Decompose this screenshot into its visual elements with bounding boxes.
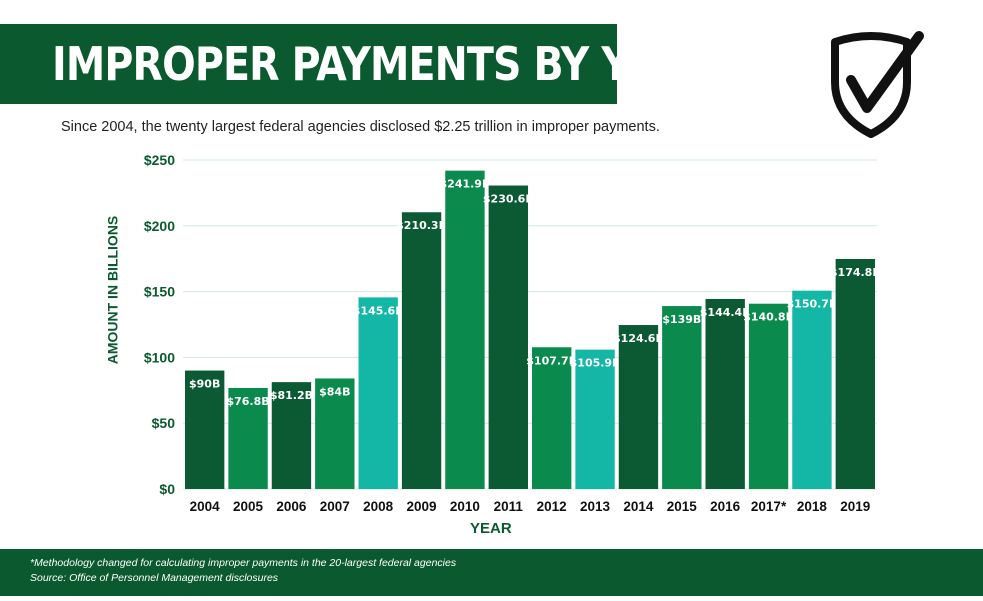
x-tick-label: 2006 bbox=[276, 499, 307, 514]
x-tick-label: 2004 bbox=[190, 499, 221, 514]
footer-note: *Methodology changed for calculating imp… bbox=[30, 557, 457, 569]
x-tick-label: 2014 bbox=[623, 499, 654, 514]
data-label: $84B bbox=[319, 385, 350, 398]
data-label: $90B bbox=[189, 378, 220, 391]
x-tick-label: 2015 bbox=[667, 499, 698, 514]
y-tick-label: $250 bbox=[144, 152, 175, 168]
x-tick-label: 2017* bbox=[751, 499, 787, 514]
footer-source: Source: Office of Personnel Management d… bbox=[30, 572, 279, 584]
x-tick-label: 2010 bbox=[450, 499, 480, 514]
data-label: $241.9B bbox=[440, 178, 491, 191]
bar bbox=[228, 387, 268, 489]
bar bbox=[705, 298, 745, 489]
title-banner: IMPROPER PAYMENTS BY YEAR bbox=[0, 24, 716, 104]
bar bbox=[662, 306, 702, 489]
data-label: $140.8B bbox=[743, 311, 794, 324]
bar bbox=[445, 170, 485, 489]
shield-checkmark-icon bbox=[831, 31, 924, 138]
page-title: IMPROPER PAYMENTS BY YEAR bbox=[52, 37, 716, 91]
data-label: $76.8B bbox=[226, 395, 269, 408]
data-label: $174.8B bbox=[830, 266, 881, 279]
data-label: $107.7B bbox=[526, 354, 577, 367]
data-label: $150.7B bbox=[787, 298, 838, 311]
bar bbox=[835, 258, 875, 489]
data-label: $144.4B bbox=[700, 306, 751, 319]
x-tick-label: 2005 bbox=[233, 499, 264, 514]
bar bbox=[358, 297, 398, 489]
bar bbox=[488, 185, 528, 489]
chart-subtitle: Since 2004, the twenty largest federal a… bbox=[61, 119, 660, 135]
data-label: $124.6B bbox=[613, 332, 664, 345]
x-tick-label: 2018 bbox=[797, 499, 828, 514]
x-axis-label: YEAR bbox=[470, 520, 512, 537]
y-axis-label: AMOUNT IN BILLIONS bbox=[104, 215, 121, 365]
x-tick-label: 2011 bbox=[494, 499, 524, 514]
x-tick-label: 2007 bbox=[320, 499, 350, 514]
x-tick-label: 2019 bbox=[840, 499, 870, 514]
bar bbox=[532, 347, 572, 489]
bar bbox=[185, 370, 225, 489]
bar bbox=[315, 378, 355, 489]
x-tick-label: 2016 bbox=[710, 499, 741, 514]
bar bbox=[271, 382, 312, 489]
data-label: $81.2B bbox=[270, 389, 313, 402]
data-label: $139B bbox=[662, 313, 701, 326]
bar bbox=[401, 212, 442, 490]
x-tick-label: 2008 bbox=[363, 499, 394, 514]
y-tick-label: $50 bbox=[152, 415, 176, 431]
bar bbox=[792, 290, 832, 489]
x-tick-label: 2012 bbox=[537, 499, 567, 514]
footer: *Methodology changed for calculating imp… bbox=[0, 549, 983, 596]
data-label: $145.6B bbox=[353, 304, 404, 317]
y-tick-label: $200 bbox=[144, 218, 175, 234]
bar bbox=[618, 325, 659, 489]
x-tick-label: 2013 bbox=[580, 499, 611, 514]
y-tick-label: $0 bbox=[159, 481, 175, 497]
data-label: $105.9B bbox=[570, 357, 621, 370]
y-axis-label-box: AMOUNT IN BILLIONS bbox=[100, 200, 124, 380]
data-label: $230.6B bbox=[483, 193, 534, 206]
bar bbox=[575, 349, 615, 489]
y-tick-label: $150 bbox=[144, 284, 175, 300]
x-tick-label: 2009 bbox=[407, 499, 437, 514]
data-label: $210.3B bbox=[396, 219, 447, 232]
y-tick-label: $100 bbox=[144, 349, 175, 365]
bar bbox=[748, 303, 789, 489]
